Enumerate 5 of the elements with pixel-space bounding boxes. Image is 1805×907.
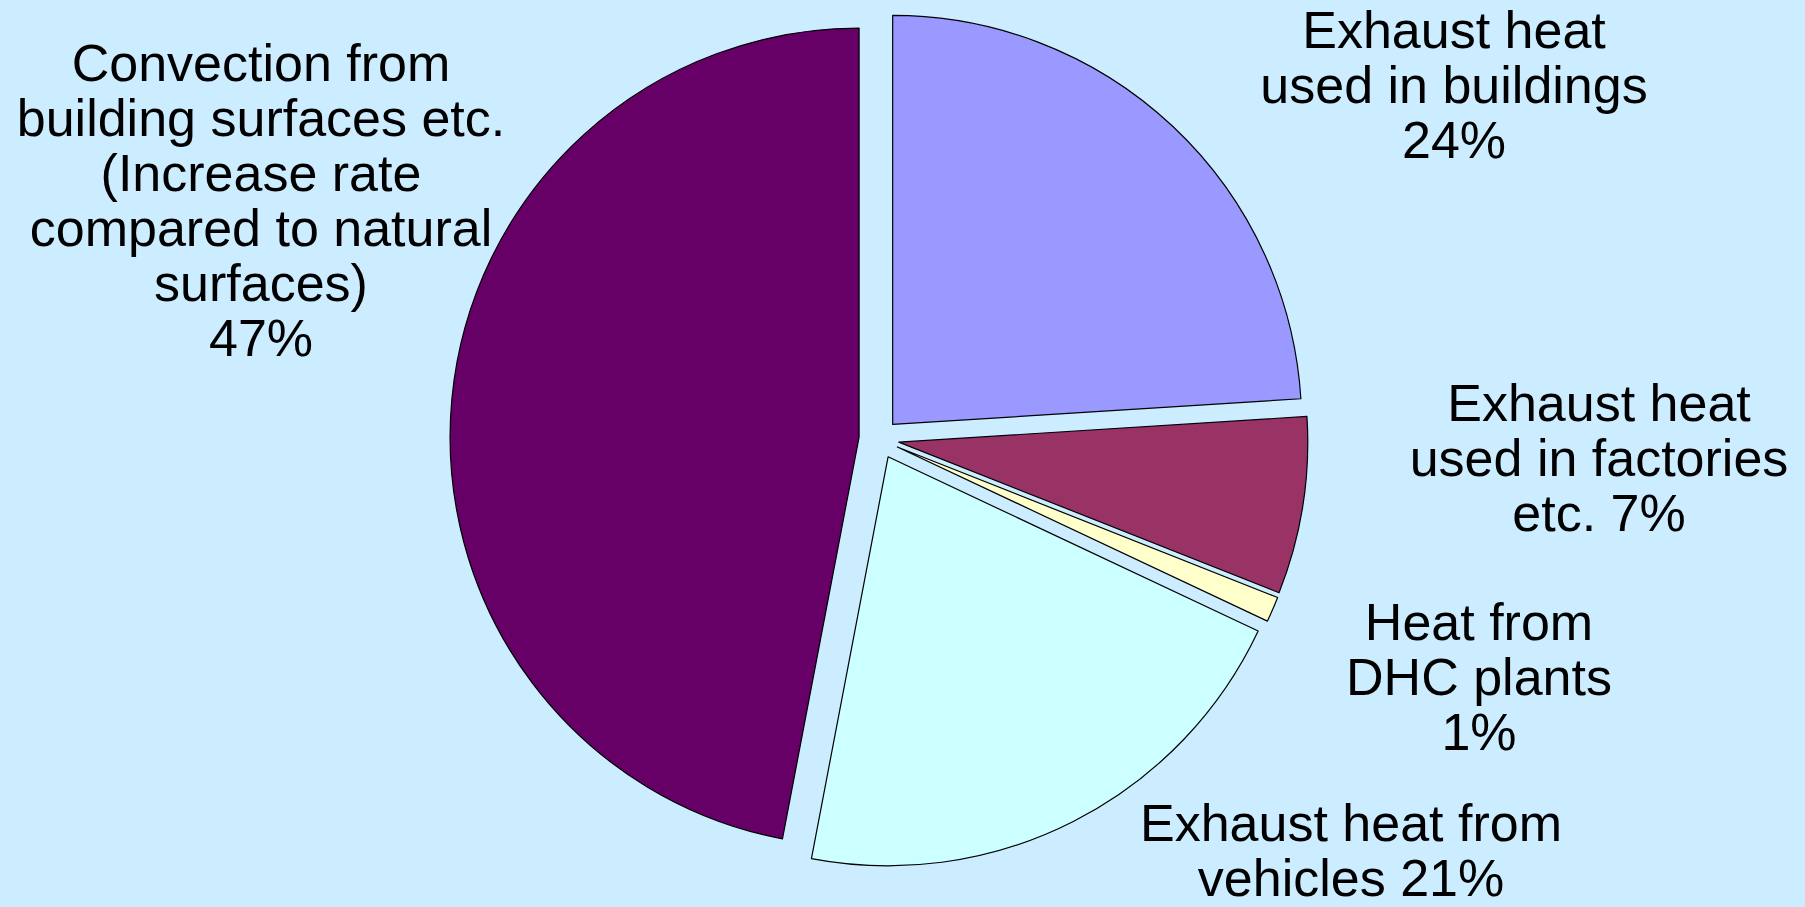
slice-label: Heat from DHC plants xyxy=(1346,593,1612,706)
data-label: 24% xyxy=(1401,111,1507,169)
slice-label: Exhaust heat from vehicles 21% xyxy=(1140,793,1562,907)
slice-label: Exhaust heat used in factories etc. 7% xyxy=(1409,374,1789,542)
slice-label: Exhaust heat used in buildings xyxy=(1260,1,1648,114)
